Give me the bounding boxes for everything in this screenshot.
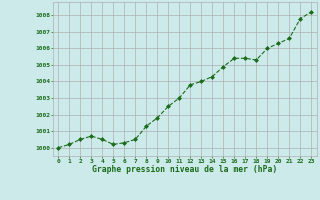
X-axis label: Graphe pression niveau de la mer (hPa): Graphe pression niveau de la mer (hPa) [92, 165, 277, 174]
